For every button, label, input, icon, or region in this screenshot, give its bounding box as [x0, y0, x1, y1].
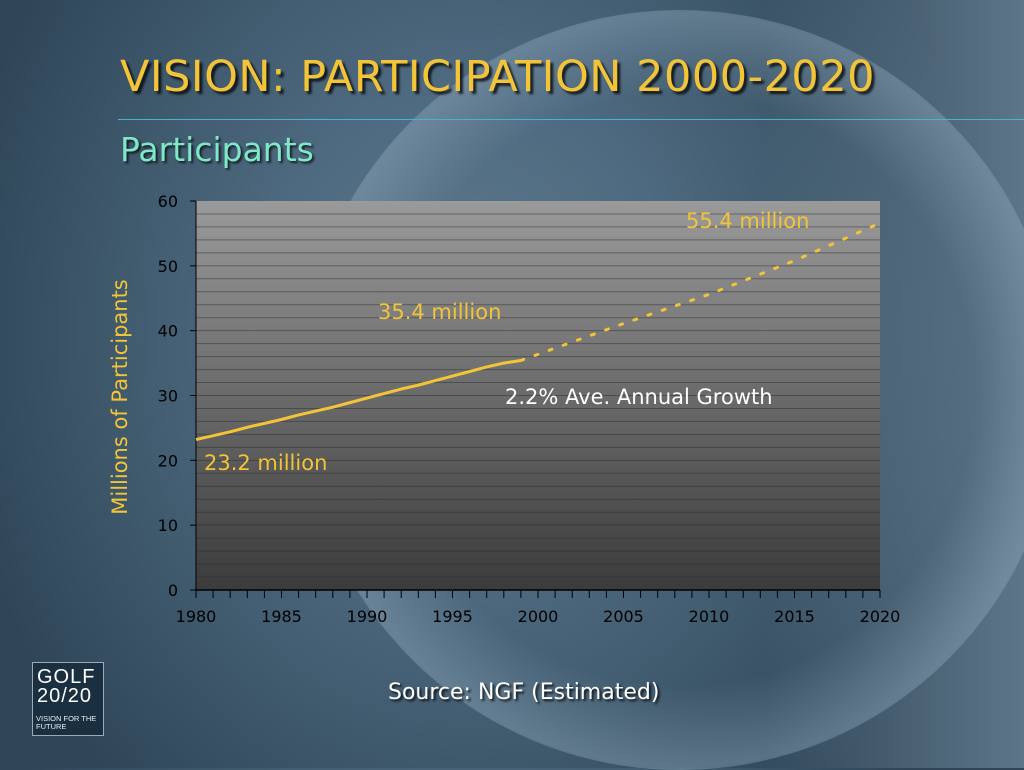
y-axis-label: Millions of Participants [108, 279, 132, 515]
annotation-growth-rate: 2.2% Ave. Annual Growth [505, 385, 773, 409]
x-tick-label: 1995 [432, 607, 473, 626]
annotation-2000-value: 35.4 million [378, 300, 501, 324]
golf-2020-logo: GOLF 20/20 VISION FOR THE FUTURE [32, 662, 104, 736]
y-tick-label: 10 [158, 516, 178, 535]
x-tick-label: 2020 [860, 607, 901, 626]
x-tick-label: 1980 [176, 607, 217, 626]
y-tick-label: 0 [168, 581, 178, 600]
x-tick-label: 2015 [774, 607, 815, 626]
y-tick-label: 40 [158, 322, 178, 341]
y-tick-label: 20 [158, 451, 178, 470]
x-tick-label: 1985 [261, 607, 302, 626]
y-tick-label: 30 [158, 387, 178, 406]
x-tick-label: 2000 [518, 607, 559, 626]
annotation-start-value: 23.2 million [204, 451, 327, 475]
y-tick-label: 50 [158, 257, 178, 276]
x-tick-label: 2005 [603, 607, 644, 626]
y-tick-label: 60 [158, 192, 178, 211]
logo-line-2: 20/20 [37, 685, 92, 708]
source-note: Source: NGF (Estimated) [388, 680, 659, 705]
x-tick-label: 2010 [689, 607, 730, 626]
annotation-end-value: 55.4 million [686, 209, 809, 233]
logo-tagline: VISION FOR THE FUTURE [36, 715, 102, 731]
x-tick-label: 1990 [347, 607, 388, 626]
